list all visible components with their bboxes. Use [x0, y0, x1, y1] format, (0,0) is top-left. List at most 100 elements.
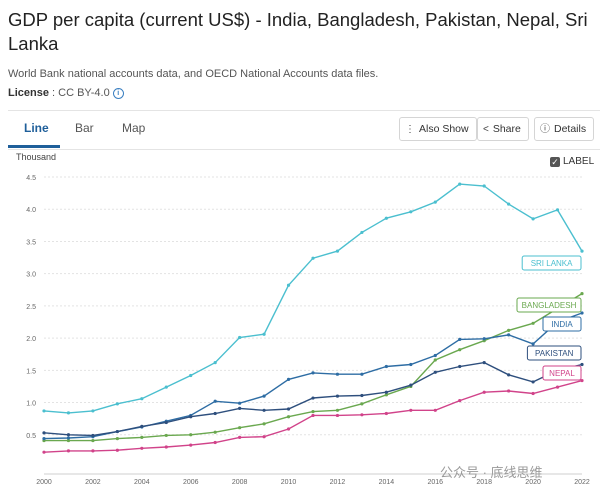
- data-point: [409, 210, 413, 214]
- data-point: [555, 385, 560, 389]
- series-label: BANGLADESH: [516, 297, 582, 313]
- data-point: [66, 449, 71, 453]
- tab-bar[interactable]: Bar: [75, 121, 94, 135]
- data-point: [42, 409, 46, 413]
- data-point: [91, 409, 95, 413]
- data-point: [360, 413, 364, 417]
- series-label-text: INDIA: [551, 320, 573, 329]
- info-icon[interactable]: i: [112, 88, 124, 99]
- data-point: [115, 448, 119, 452]
- data-point: [140, 446, 144, 450]
- series-label-box: [526, 345, 582, 361]
- y-tick-label: 4.0: [26, 207, 36, 214]
- tab-map[interactable]: Map: [122, 121, 146, 135]
- series-line: [43, 183, 583, 414]
- data-point: [213, 361, 217, 365]
- data-point: [531, 217, 535, 221]
- data-point: [164, 385, 168, 389]
- details-label: Details: [554, 123, 587, 135]
- y-tick-label: 2.5: [26, 304, 36, 311]
- series-label-text: PAKISTAN: [535, 349, 574, 358]
- y-tick-label: 3.0: [26, 272, 36, 279]
- series-label-text: BANGLADESH: [522, 301, 577, 310]
- data-point: [42, 450, 46, 454]
- y-tick-label: 2.0: [26, 336, 36, 343]
- also-show-icon: ⋮: [405, 124, 415, 135]
- data-point: [433, 408, 437, 412]
- data-point: [335, 394, 340, 398]
- license-value[interactable]: CC BY-4.0: [58, 87, 110, 99]
- data-point: [580, 379, 584, 383]
- share-button[interactable]: < Share: [477, 117, 529, 141]
- data-point: [507, 373, 511, 377]
- data-point: [286, 283, 291, 287]
- data-point: [91, 449, 95, 453]
- data-point: [238, 426, 242, 430]
- label-checkbox[interactable]: ✓: [550, 157, 560, 167]
- data-point: [360, 402, 364, 406]
- data-point: [311, 409, 315, 414]
- data-point: [580, 311, 584, 315]
- data-point: [262, 394, 266, 398]
- x-tick-label: 2002: [85, 479, 101, 486]
- data-point: [164, 445, 168, 449]
- data-point: [311, 413, 315, 418]
- data-point: [384, 390, 388, 394]
- data-point: [164, 420, 168, 425]
- series-label-box: [542, 365, 582, 381]
- data-point: [262, 408, 266, 412]
- x-tick-label: 2004: [134, 479, 150, 486]
- series-label-box: [521, 255, 582, 271]
- data-point: [531, 380, 535, 384]
- label-toggle-text: LABEL: [563, 156, 595, 167]
- watermark: 公众号 · 底线思维: [440, 465, 543, 480]
- license-line: License : CC BY-4.0 i: [8, 87, 124, 99]
- data-point: [409, 408, 413, 412]
- data-point: [482, 337, 486, 341]
- data-point: [140, 424, 144, 428]
- also-show-button[interactable]: ⋮ Also Show: [399, 117, 477, 141]
- data-point: [335, 249, 340, 253]
- data-point: [482, 390, 486, 394]
- info-circle-icon: ⓘ: [540, 124, 550, 135]
- y-axis-unit: Thousand: [16, 152, 57, 162]
- data-point: [384, 216, 388, 220]
- data-point: [433, 358, 437, 362]
- data-point: [580, 292, 584, 296]
- series-label-text: NEPAL: [549, 369, 575, 378]
- data-point: [286, 427, 291, 431]
- data-point: [433, 200, 437, 204]
- label-toggle[interactable]: ✓ LABEL: [550, 156, 594, 167]
- data-point: [507, 333, 511, 337]
- source-note: World Bank national accounts data, and O…: [8, 68, 379, 80]
- data-point: [42, 437, 46, 441]
- share-icon: <: [483, 124, 489, 135]
- share-label: Share: [492, 123, 521, 135]
- details-button[interactable]: ⓘ Details: [534, 117, 595, 141]
- data-point: [531, 321, 535, 325]
- tab-line[interactable]: Line: [24, 121, 49, 135]
- data-point: [189, 415, 193, 419]
- x-tick-label: 2000: [36, 479, 52, 486]
- data-point: [311, 396, 315, 400]
- data-point: [262, 422, 266, 426]
- data-point: [238, 401, 242, 405]
- data-point: [531, 391, 535, 396]
- y-tick-label: 0.5: [26, 433, 36, 440]
- data-point: [262, 435, 266, 439]
- series-label-text: SRI LANKA: [531, 259, 573, 268]
- data-point: [66, 433, 71, 437]
- x-tick-label: 2008: [232, 479, 248, 486]
- series-label-box: [516, 297, 582, 313]
- data-point: [66, 436, 71, 440]
- data-point: [507, 202, 511, 206]
- data-point: [311, 371, 315, 375]
- data-point: [409, 383, 413, 387]
- y-tick-label: 1.0: [26, 401, 36, 408]
- data-point: [458, 364, 462, 369]
- data-point: [360, 393, 364, 398]
- data-point: [140, 435, 144, 439]
- x-tick-label: 2006: [183, 479, 199, 486]
- data-point: [213, 430, 217, 434]
